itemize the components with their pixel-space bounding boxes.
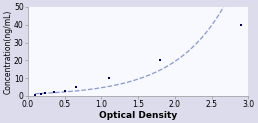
X-axis label: Optical Density: Optical Density [99,111,177,120]
Y-axis label: Concentration(ng/mL): Concentration(ng/mL) [3,9,12,94]
